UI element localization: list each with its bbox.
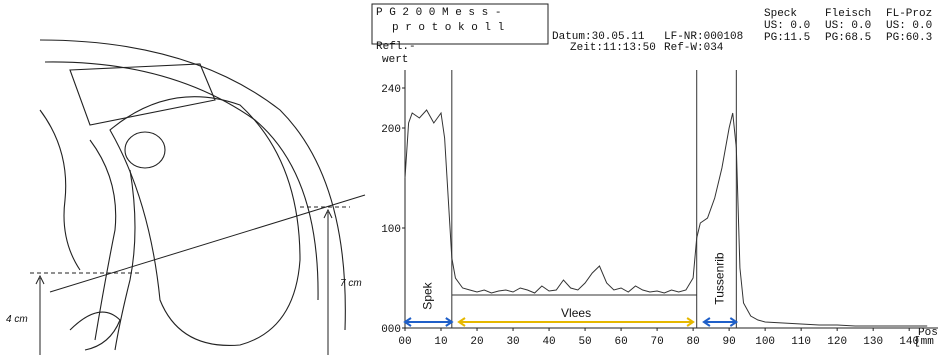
x-tick-label: 00 [398, 336, 411, 348]
region-label: Spek [421, 281, 435, 309]
protocol-header: P G 2 0 0 M e s s - p r o t o k o l l Re… [371, 3, 743, 66]
y-tick-label: 200 [381, 124, 401, 136]
dimension-label: 4 cm [6, 314, 28, 325]
x-tick-label: 50 [578, 336, 591, 348]
measure-value: Speck [764, 8, 797, 20]
x-tick-label: 30 [506, 336, 519, 348]
x-axis-label: Pos [918, 327, 938, 339]
arrow-head [702, 317, 739, 327]
x-tick-label: 120 [827, 336, 847, 348]
region-label: Tussenrib [712, 252, 726, 305]
y-tick-label: 240 [381, 84, 401, 96]
protocol-subtitle: Refl.- [376, 41, 416, 53]
y-tick-label: 100 [381, 224, 401, 236]
x-tick-label: 20 [470, 336, 483, 348]
arrow-head [403, 317, 454, 327]
measure-value: PG:60.3 [886, 32, 932, 44]
title-box [371, 3, 549, 45]
x-axis-unit: [mm [914, 336, 934, 348]
date: Datum:30.05.11 [552, 31, 645, 43]
measure-value: FL-Proz [886, 8, 932, 20]
x-tick-label: 80 [687, 336, 700, 348]
x-tick-label: 140 [899, 336, 919, 348]
measure-value: US: 0.0 [764, 20, 810, 32]
arrow-head [457, 317, 695, 327]
lf-number: LF-NR:000108 [664, 31, 743, 43]
dimension-label: 7 cm [340, 278, 362, 289]
measure-value: US: 0.0 [825, 20, 871, 32]
protocol-title: P G 2 0 0 M e s s - [376, 7, 501, 19]
x-tick-label: 70 [650, 336, 663, 348]
x-tick-label: 90 [723, 336, 736, 348]
region-label: Vlees [561, 306, 591, 320]
measure-value: PG:11.5 [764, 32, 810, 44]
time: Zeit:11:13:50 [570, 42, 656, 54]
x-tick-label: 110 [791, 336, 811, 348]
x-tick-label: 100 [755, 336, 775, 348]
x-tick-label: 130 [863, 336, 883, 348]
x-tick-label: 40 [542, 336, 555, 348]
line-series [404, 109, 928, 327]
x-tick-label: 60 [614, 336, 627, 348]
y-tick-label: 000 [381, 324, 401, 336]
reference: Ref-W:034 [664, 42, 724, 54]
measure-value: US: 0.0 [886, 20, 932, 32]
measure-value: PG:68.5 [825, 32, 871, 44]
x-tick-label: 10 [434, 336, 447, 348]
anatomy-sketch: 4 cm 7 cm [6, 39, 366, 355]
protocol-title: p r o t o k o l l [392, 22, 504, 34]
measure-value: Fleisch [825, 8, 871, 20]
y-axis-label: wert [382, 54, 408, 66]
